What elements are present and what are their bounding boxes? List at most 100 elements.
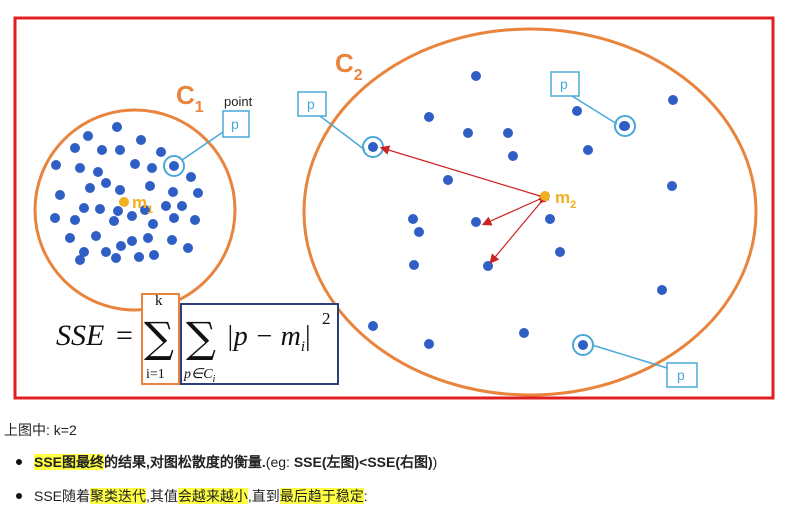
outer-sigma: ∑ bbox=[144, 313, 174, 362]
norm-term: |p − mi| bbox=[226, 321, 311, 355]
svg-text:p: p bbox=[231, 116, 239, 132]
c2-point bbox=[583, 145, 593, 155]
c2-point bbox=[409, 260, 419, 270]
point-word-label: point bbox=[224, 94, 253, 109]
bullet-item-1: SSE图最终的结果,对图松散度的衡量.(eg: SSE(左图)<SSE(右图)) bbox=[14, 452, 794, 486]
c2-point bbox=[408, 214, 418, 224]
centroid-m1-label: m1 bbox=[132, 193, 153, 216]
c1-point bbox=[115, 185, 125, 195]
c1-point bbox=[127, 211, 137, 221]
bullet-list: SSE图最终的结果,对图松散度的衡量.(eg: SSE(左图)<SSE(右图))… bbox=[14, 452, 794, 520]
c1-point bbox=[134, 252, 144, 262]
bullet-text-1: SSE图最终的结果,对图松散度的衡量.(eg: SSE(左图)<SSE(右图)) bbox=[34, 454, 437, 470]
c1-point bbox=[111, 253, 121, 263]
cluster-c1-points bbox=[50, 122, 203, 265]
bullet-segment: ,其值 bbox=[146, 488, 178, 504]
c1-point bbox=[168, 187, 178, 197]
c1-point bbox=[70, 215, 80, 225]
c1-point bbox=[97, 145, 107, 155]
bullet-dot-icon bbox=[16, 493, 22, 499]
cluster-c2-label: C2 bbox=[335, 48, 363, 84]
c1-point bbox=[147, 163, 157, 173]
bullet-segment: SSE随着 bbox=[34, 488, 91, 504]
bullet-segment: 聚类迭代 bbox=[90, 488, 147, 504]
callout-p-c2-b: p bbox=[550, 71, 618, 125]
c1-point bbox=[101, 178, 111, 188]
c1-point bbox=[156, 147, 166, 157]
c1-point bbox=[186, 172, 196, 182]
c1-point bbox=[85, 183, 95, 193]
centroid-m2-label: m2 bbox=[555, 188, 576, 211]
bullet-item-2: SSE随着聚类迭代,其值会越来越小,直到最后趋于稳定: bbox=[14, 486, 794, 520]
bullet-text-2: SSE随着聚类迭代,其值会越来越小,直到最后趋于稳定: bbox=[34, 488, 368, 504]
outer-sum-upper: k bbox=[155, 293, 163, 309]
distance-arrow-2 bbox=[481, 191, 549, 226]
c1-point bbox=[83, 131, 93, 141]
c2-point bbox=[424, 112, 434, 122]
c1-point bbox=[51, 160, 61, 170]
distance-arrow-1 bbox=[379, 145, 549, 203]
c1-point bbox=[149, 250, 159, 260]
c1-point bbox=[169, 161, 179, 171]
c2-point bbox=[368, 321, 378, 331]
inner-sum-lower: p∈Ci bbox=[183, 367, 216, 385]
c1-point bbox=[113, 206, 123, 216]
bullet-segment: : bbox=[363, 488, 368, 504]
c1-point bbox=[140, 205, 150, 215]
c1-point bbox=[91, 231, 101, 241]
c1-point bbox=[101, 247, 111, 257]
outer-sum-box bbox=[141, 293, 180, 385]
bullet-segment: 的结果,对图松散度的衡量. bbox=[104, 454, 266, 470]
c2-point bbox=[368, 142, 378, 152]
bullet-segment: ,直到 bbox=[247, 488, 280, 504]
bullet-segment: 最后趋于稳定 bbox=[279, 488, 364, 504]
c2-point bbox=[483, 261, 493, 271]
cluster-c1-boundary bbox=[33, 108, 237, 312]
bullet-segment: SSE(左图)<SSE(右图) bbox=[293, 454, 433, 470]
figure-frame bbox=[13, 16, 775, 400]
c1-point bbox=[115, 145, 125, 155]
c1-point bbox=[177, 201, 187, 211]
outer-sum-lower: i=1 bbox=[146, 367, 165, 382]
c2-point bbox=[545, 214, 555, 224]
highlight-ring-c1 bbox=[163, 155, 185, 177]
c2-point bbox=[424, 339, 434, 349]
c1-point bbox=[109, 216, 119, 226]
c1-point bbox=[130, 159, 140, 169]
caption: 上图中: k=2 bbox=[4, 422, 77, 438]
c2-point bbox=[572, 106, 582, 116]
c2-point bbox=[463, 128, 473, 138]
c1-point bbox=[190, 215, 200, 225]
c2-point bbox=[443, 175, 453, 185]
svg-text:p: p bbox=[677, 367, 685, 383]
c1-point bbox=[79, 203, 89, 213]
c1-point bbox=[136, 135, 146, 145]
callout-p-c2-c: p bbox=[591, 344, 698, 388]
inner-sum-box bbox=[180, 303, 339, 385]
c2-point bbox=[519, 328, 529, 338]
centroid-m2 bbox=[540, 191, 550, 201]
c2-point bbox=[667, 181, 677, 191]
bullet-segment: ) bbox=[432, 454, 438, 470]
sse-formula: SSE = ∑ k i=1 ∑ p∈Ci |p − mi| 2 bbox=[56, 293, 339, 385]
c2-point bbox=[508, 151, 518, 161]
bullet-segment: SSE图最终 bbox=[34, 454, 105, 470]
bullet-segment: (eg: bbox=[265, 454, 294, 470]
svg-text:p: p bbox=[307, 96, 315, 112]
c1-point bbox=[127, 236, 137, 246]
callout-p-c1: p bbox=[181, 110, 250, 161]
c1-point bbox=[79, 247, 89, 257]
c1-point bbox=[169, 213, 179, 223]
inner-sigma: ∑ bbox=[186, 313, 216, 362]
cluster-c1-label: C1 bbox=[176, 80, 204, 116]
c1-point bbox=[143, 233, 153, 243]
c1-point bbox=[193, 188, 203, 198]
c2-point bbox=[578, 340, 588, 350]
highlight-ring-c2-b bbox=[614, 115, 636, 137]
bullet-dot-icon bbox=[16, 459, 22, 465]
distance-arrow-3 bbox=[489, 193, 550, 264]
c2-point bbox=[657, 285, 667, 295]
c1-point bbox=[55, 190, 65, 200]
c1-point bbox=[116, 241, 126, 251]
bullet-segment: 会越来越小 bbox=[177, 488, 248, 504]
